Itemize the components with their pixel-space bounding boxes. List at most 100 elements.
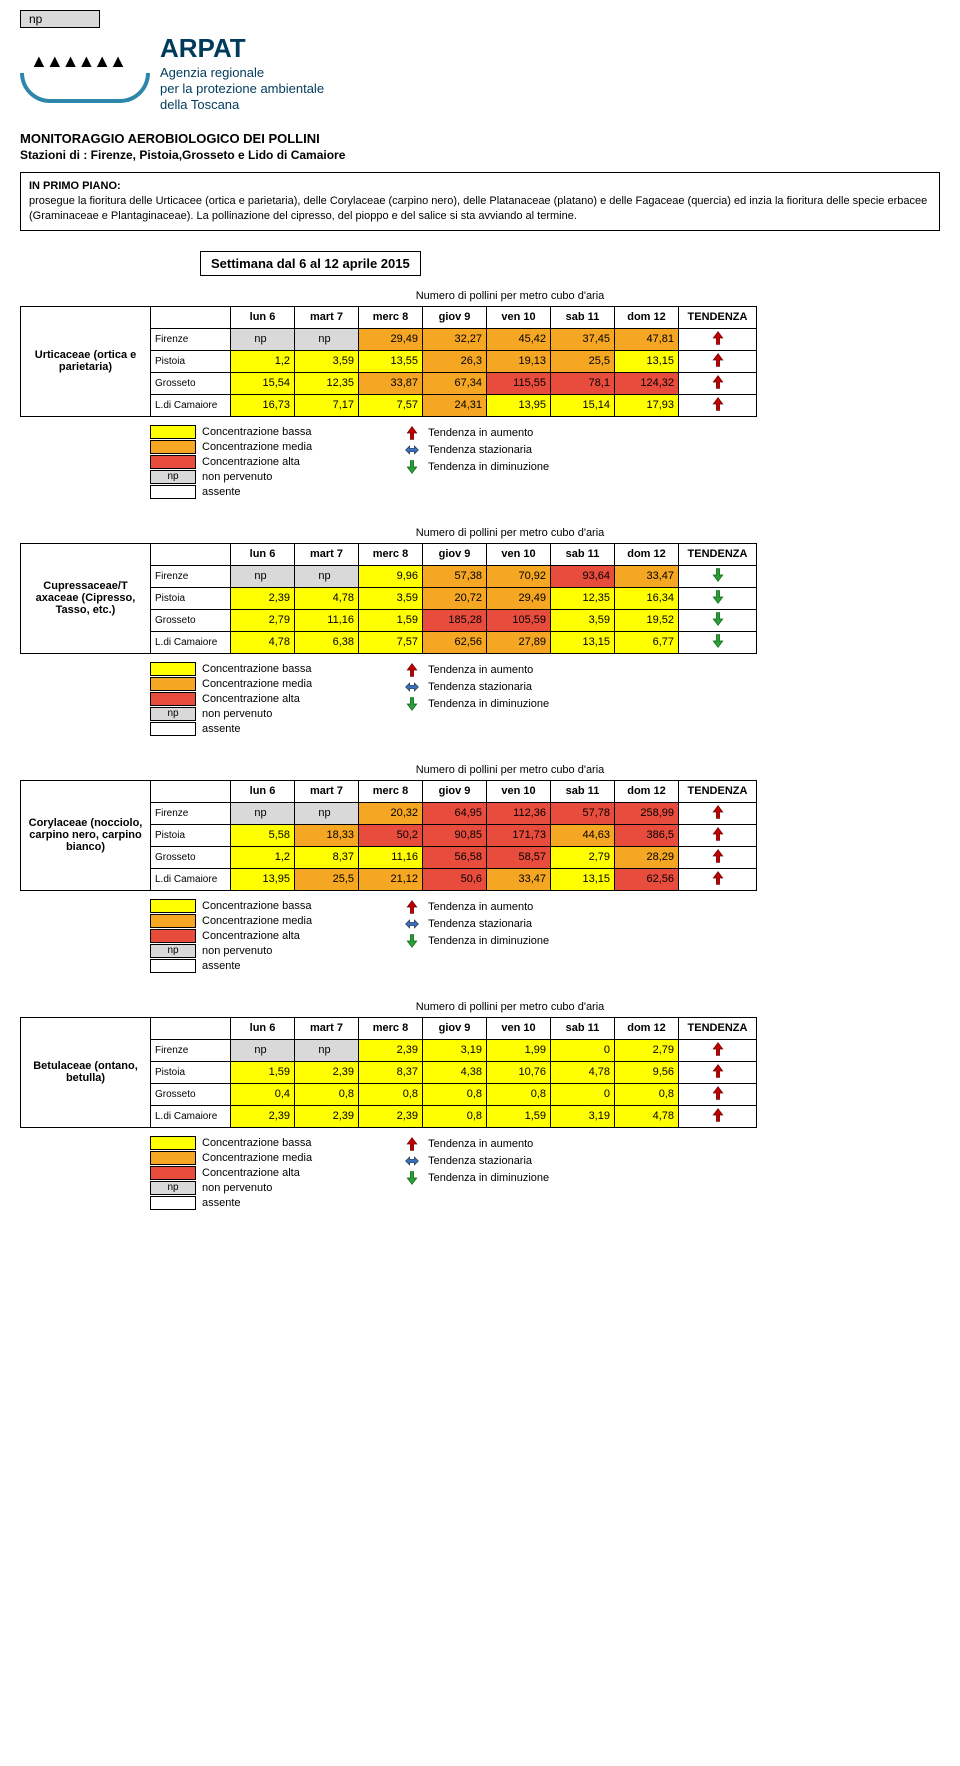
data-cell: 26,3 (423, 350, 487, 372)
data-cell: 0 (551, 1039, 615, 1061)
data-cell: 44,63 (551, 824, 615, 846)
station-label: Firenze (151, 565, 231, 587)
col-tendenza: TENDENZA (679, 543, 757, 565)
legend-up: Tendenza in aumento (428, 1138, 533, 1150)
data-cell: 115,55 (487, 372, 551, 394)
legend-trend: Tendenza in aumentoTendenza stazionariaT… (402, 1136, 549, 1210)
data-cell: 12,35 (295, 372, 359, 394)
col-header: sab 11 (551, 1017, 615, 1039)
data-cell: 7,17 (295, 394, 359, 416)
data-cell: 16,34 (615, 587, 679, 609)
data-cell: 1,59 (231, 1061, 295, 1083)
swatch-high (150, 1166, 196, 1180)
data-cell: 78,1 (551, 372, 615, 394)
data-cell: 2,39 (359, 1039, 423, 1061)
legend: Concentrazione bassaConcentrazione media… (150, 899, 940, 973)
col-header: merc 8 (359, 306, 423, 328)
table-row: Pistoia1,592,398,374,3810,764,789,56 (151, 1061, 757, 1083)
table-caption: Numero di pollini per metro cubo d'aria (150, 764, 870, 776)
station-label: Grosseto (151, 1083, 231, 1105)
logo-arc (20, 73, 150, 103)
tendenza-cell (679, 328, 757, 350)
station-label: Firenze (151, 802, 231, 824)
tendenza-cell (679, 372, 757, 394)
col-header: dom 12 (615, 1017, 679, 1039)
data-cell: 4,78 (295, 587, 359, 609)
data-cell: 21,12 (359, 868, 423, 890)
legend-stable: Tendenza stazionaria (428, 681, 532, 693)
legend-low: Concentrazione bassa (202, 1137, 311, 1149)
legend-colors: Concentrazione bassaConcentrazione media… (150, 1136, 312, 1210)
data-cell: 0,8 (423, 1105, 487, 1127)
data-cell: 0,8 (295, 1083, 359, 1105)
col-header: ven 10 (487, 780, 551, 802)
primo-heading: IN PRIMO PIANO: (29, 180, 121, 192)
table-row: Firenzenpnp2,393,191,9902,79 (151, 1039, 757, 1061)
swatch-np: np (150, 944, 196, 958)
swatch-np: np (150, 1181, 196, 1195)
data-cell: 2,39 (359, 1105, 423, 1127)
swatch-absent (150, 959, 196, 973)
tendenza-cell (679, 631, 757, 653)
station-label: Firenze (151, 1039, 231, 1061)
week-title: Settimana dal 6 al 12 aprile 2015 (200, 251, 421, 276)
legend-med: Concentrazione media (202, 915, 312, 927)
data-block: Betulaceae (ontano, betulla)lun 6mart 7m… (20, 1017, 940, 1128)
tendenza-cell (679, 1039, 757, 1061)
data-cell: 8,37 (295, 846, 359, 868)
data-cell: 1,99 (487, 1039, 551, 1061)
np-indicator-top: np (20, 10, 100, 28)
brand-sub1: Agenzia regionale (160, 65, 324, 81)
data-cell: 386,5 (615, 824, 679, 846)
col-header: giov 9 (423, 306, 487, 328)
data-cell: 3,59 (359, 587, 423, 609)
data-cell: 2,39 (231, 1105, 295, 1127)
data-cell: 25,5 (551, 350, 615, 372)
data-cell: 24,31 (423, 394, 487, 416)
station-label: Pistoia (151, 350, 231, 372)
tendenza-cell (679, 565, 757, 587)
data-cell: 10,76 (487, 1061, 551, 1083)
table-row: L.di Camaiore16,737,177,5724,3113,9515,1… (151, 394, 757, 416)
data-cell: 33,87 (359, 372, 423, 394)
legend-trend: Tendenza in aumentoTendenza stazionariaT… (402, 425, 549, 499)
data-cell: np (295, 802, 359, 824)
station-label: L.di Camaiore (151, 631, 231, 653)
data-cell: 6,38 (295, 631, 359, 653)
data-cell: 57,38 (423, 565, 487, 587)
col-header: mart 7 (295, 543, 359, 565)
station-label: Pistoia (151, 587, 231, 609)
data-cell: 15,54 (231, 372, 295, 394)
data-cell: np (231, 802, 295, 824)
legend-high: Concentrazione alta (202, 1167, 300, 1179)
tendenza-cell (679, 394, 757, 416)
data-cell: 15,14 (551, 394, 615, 416)
pollen-table: lun 6mart 7merc 8giov 9ven 10sab 11dom 1… (150, 306, 757, 417)
table-row: Firenzenpnp9,9657,3870,9293,6433,47 (151, 565, 757, 587)
data-cell: 1,59 (359, 609, 423, 631)
tendenza-cell (679, 1061, 757, 1083)
data-cell: 90,85 (423, 824, 487, 846)
col-header: merc 8 (359, 780, 423, 802)
legend-colors: Concentrazione bassaConcentrazione media… (150, 662, 312, 736)
tendenza-cell (679, 1105, 757, 1127)
legend-np: non pervenuto (202, 945, 272, 957)
data-cell: 3,19 (551, 1105, 615, 1127)
data-cell: np (231, 1039, 295, 1061)
data-cell: 4,78 (615, 1105, 679, 1127)
table-row: Firenzenpnp29,4932,2745,4237,4547,81 (151, 328, 757, 350)
data-cell: 45,42 (487, 328, 551, 350)
col-header: ven 10 (487, 306, 551, 328)
data-cell: 124,32 (615, 372, 679, 394)
data-cell: 56,58 (423, 846, 487, 868)
data-cell: 13,15 (615, 350, 679, 372)
col-header: lun 6 (231, 780, 295, 802)
data-cell: 2,39 (295, 1061, 359, 1083)
swatch-high (150, 929, 196, 943)
data-cell: np (231, 328, 295, 350)
data-cell: 7,57 (359, 394, 423, 416)
legend-low: Concentrazione bassa (202, 663, 311, 675)
table-row: L.di Camaiore2,392,392,390,81,593,194,78 (151, 1105, 757, 1127)
swatch-med (150, 1151, 196, 1165)
tendenza-cell (679, 824, 757, 846)
